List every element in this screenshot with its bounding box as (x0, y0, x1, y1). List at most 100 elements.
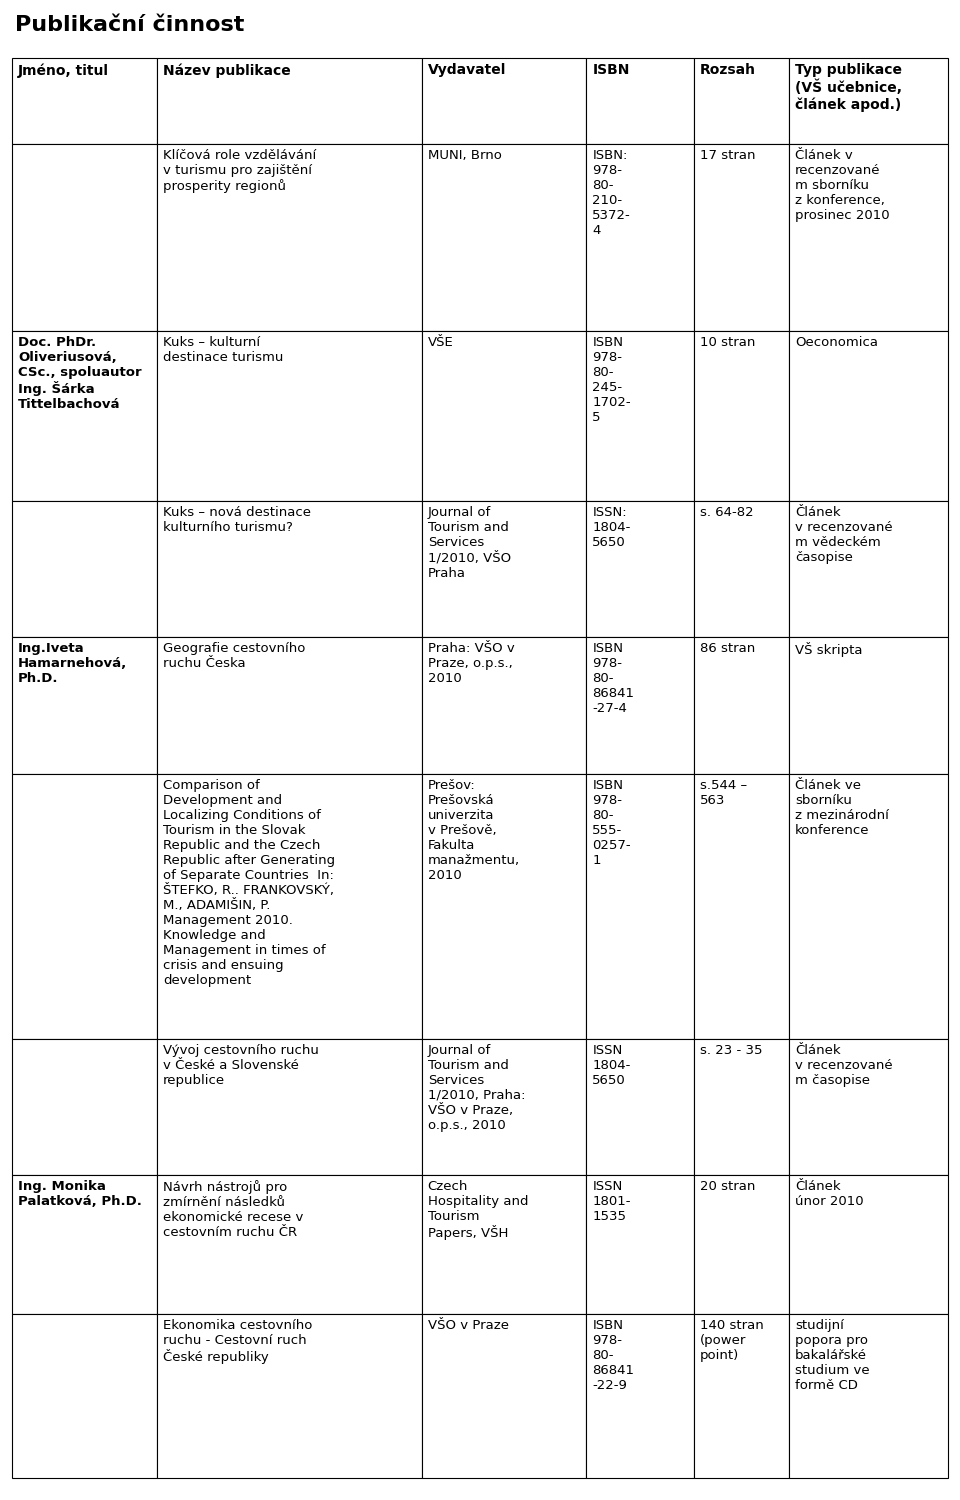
Text: s. 64-82: s. 64-82 (700, 506, 754, 519)
Text: Název publikace: Název publikace (163, 63, 291, 78)
Bar (694, 638, 789, 774)
Bar (587, 330, 694, 501)
Bar (421, 501, 587, 638)
Bar (12, 58, 157, 144)
Text: ISBN: ISBN (592, 63, 630, 76)
Bar (421, 1174, 587, 1314)
Text: Ing. Monika
Palatková, Ph.D.: Ing. Monika Palatková, Ph.D. (18, 1180, 142, 1208)
Bar (157, 638, 421, 774)
Text: Comparison of
Development and
Localizing Conditions of
Tourism in the Slovak
Rep: Comparison of Development and Localizing… (163, 778, 335, 987)
Text: ISBN
978-
80-
86841
-27-4: ISBN 978- 80- 86841 -27-4 (592, 642, 635, 716)
Bar (789, 144, 948, 330)
Bar (789, 774, 948, 1038)
Bar (12, 144, 157, 330)
Bar (587, 58, 694, 144)
Bar (12, 774, 157, 1038)
Text: studijní
popora pro
bakalářské
studium ve
formě CD: studijní popora pro bakalářské studium v… (795, 1318, 870, 1392)
Text: Publikační činnost: Publikační činnost (15, 15, 245, 34)
Bar (587, 1314, 694, 1478)
Bar (789, 58, 948, 144)
Bar (694, 1174, 789, 1314)
Bar (421, 330, 587, 501)
Bar (789, 1038, 948, 1174)
Text: VŠE: VŠE (428, 336, 453, 348)
Bar (421, 638, 587, 774)
Text: VŠO v Praze: VŠO v Praze (428, 1318, 509, 1332)
Text: Oeconomica: Oeconomica (795, 336, 878, 348)
Bar (12, 638, 157, 774)
Bar (157, 144, 421, 330)
Bar (694, 501, 789, 638)
Text: Vývoj cestovního ruchu
v České a Slovenské
republice: Vývoj cestovního ruchu v České a Slovens… (163, 1044, 319, 1086)
Text: 140 stran
(power
point): 140 stran (power point) (700, 1318, 764, 1362)
Text: Ing.Iveta
Hamarnehová,
Ph.D.: Ing.Iveta Hamarnehová, Ph.D. (18, 642, 128, 686)
Text: Journal of
Tourism and
Services
1/2010, Praha:
VŠO v Praze,
o.p.s., 2010: Journal of Tourism and Services 1/2010, … (428, 1044, 525, 1131)
Bar (12, 1174, 157, 1314)
Bar (694, 58, 789, 144)
Text: s. 23 - 35: s. 23 - 35 (700, 1044, 762, 1056)
Bar (694, 1314, 789, 1478)
Bar (587, 638, 694, 774)
Text: ISSN
1804-
5650: ISSN 1804- 5650 (592, 1044, 631, 1086)
Bar (157, 501, 421, 638)
Text: Návrh nástrojů pro
zmírnění následků
ekonomické recese v
cestovním ruchu ČR: Návrh nástrojů pro zmírnění následků eko… (163, 1180, 303, 1239)
Bar (157, 1038, 421, 1174)
Text: Klíčová role vzdělávání
v turismu pro zajištění
prosperity regionů: Klíčová role vzdělávání v turismu pro za… (163, 148, 316, 194)
Text: Vydavatel: Vydavatel (428, 63, 506, 76)
Bar (694, 774, 789, 1038)
Bar (587, 1174, 694, 1314)
Text: ISBN
978-
80-
245-
1702-
5: ISBN 978- 80- 245- 1702- 5 (592, 336, 631, 423)
Text: ISBN
978-
80-
86841
-22-9: ISBN 978- 80- 86841 -22-9 (592, 1318, 635, 1392)
Text: 17 stran: 17 stran (700, 148, 756, 162)
Text: VŠ skripta: VŠ skripta (795, 642, 863, 657)
Text: Článek
v recenzované
m časopise: Článek v recenzované m časopise (795, 1044, 893, 1086)
Bar (789, 1174, 948, 1314)
Bar (157, 1174, 421, 1314)
Bar (157, 330, 421, 501)
Text: Prešov:
Prešovská
univerzita
v Prešově,
Fakulta
manažmentu,
2010: Prešov: Prešovská univerzita v Prešově, … (428, 778, 519, 882)
Bar (12, 330, 157, 501)
Bar (12, 1314, 157, 1478)
Text: MUNI, Brno: MUNI, Brno (428, 148, 501, 162)
Text: Typ publikace
(VŠ učebnice,
článek apod.): Typ publikace (VŠ učebnice, článek apod.… (795, 63, 902, 112)
Text: Geografie cestovního
ruchu Česka: Geografie cestovního ruchu Česka (163, 642, 305, 670)
Bar (421, 774, 587, 1038)
Text: Článek
únor 2010: Článek únor 2010 (795, 1180, 864, 1208)
Text: Journal of
Tourism and
Services
1/2010, VŠO
Praha: Journal of Tourism and Services 1/2010, … (428, 506, 511, 579)
Text: Článek ve
sborníku
z mezinárodní
konference: Článek ve sborníku z mezinárodní konfere… (795, 778, 889, 837)
Text: Článek
v recenzované
m vědeckém
časopise: Článek v recenzované m vědeckém časopise (795, 506, 893, 564)
Text: ISSN:
1804-
5650: ISSN: 1804- 5650 (592, 506, 631, 549)
Text: Czech
Hospitality and
Tourism
Papers, VŠH: Czech Hospitality and Tourism Papers, VŠ… (428, 1180, 528, 1240)
Text: Jméno, titul: Jméno, titul (18, 63, 109, 78)
Bar (789, 1314, 948, 1478)
Text: Doc. PhDr.
Oliveriusová,
CSc., spoluautor
Ing. Šárka
Tittelbachová: Doc. PhDr. Oliveriusová, CSc., spoluauto… (18, 336, 142, 411)
Text: ISBN
978-
80-
555-
0257-
1: ISBN 978- 80- 555- 0257- 1 (592, 778, 631, 867)
Bar (12, 1038, 157, 1174)
Text: s.544 –
563: s.544 – 563 (700, 778, 747, 807)
Bar (157, 1314, 421, 1478)
Bar (587, 501, 694, 638)
Bar (694, 1038, 789, 1174)
Text: 10 stran: 10 stran (700, 336, 756, 348)
Text: 86 stran: 86 stran (700, 642, 756, 656)
Text: Kuks – nová destinace
kulturního turismu?: Kuks – nová destinace kulturního turismu… (163, 506, 311, 534)
Bar (421, 144, 587, 330)
Bar (789, 501, 948, 638)
Text: Praha: VŠO v
Praze, o.p.s.,
2010: Praha: VŠO v Praze, o.p.s., 2010 (428, 642, 515, 686)
Bar (587, 144, 694, 330)
Text: 20 stran: 20 stran (700, 1180, 756, 1192)
Text: Kuks – kulturní
destinace turismu: Kuks – kulturní destinace turismu (163, 336, 283, 363)
Bar (587, 1038, 694, 1174)
Bar (421, 1038, 587, 1174)
Text: Rozsah: Rozsah (700, 63, 756, 76)
Text: ISSN
1801-
1535: ISSN 1801- 1535 (592, 1180, 631, 1222)
Text: Ekonomika cestovního
ruchu - Cestovní ruch
České republiky: Ekonomika cestovního ruchu - Cestovní ru… (163, 1318, 312, 1365)
Bar (12, 501, 157, 638)
Bar (694, 144, 789, 330)
Bar (157, 774, 421, 1038)
Bar (789, 638, 948, 774)
Text: Článek v
recenzované
m sborníku
z konference,
prosinec 2010: Článek v recenzované m sborníku z konfer… (795, 148, 890, 222)
Text: ISBN:
978-
80-
210-
5372-
4: ISBN: 978- 80- 210- 5372- 4 (592, 148, 631, 237)
Bar (789, 330, 948, 501)
Bar (421, 58, 587, 144)
